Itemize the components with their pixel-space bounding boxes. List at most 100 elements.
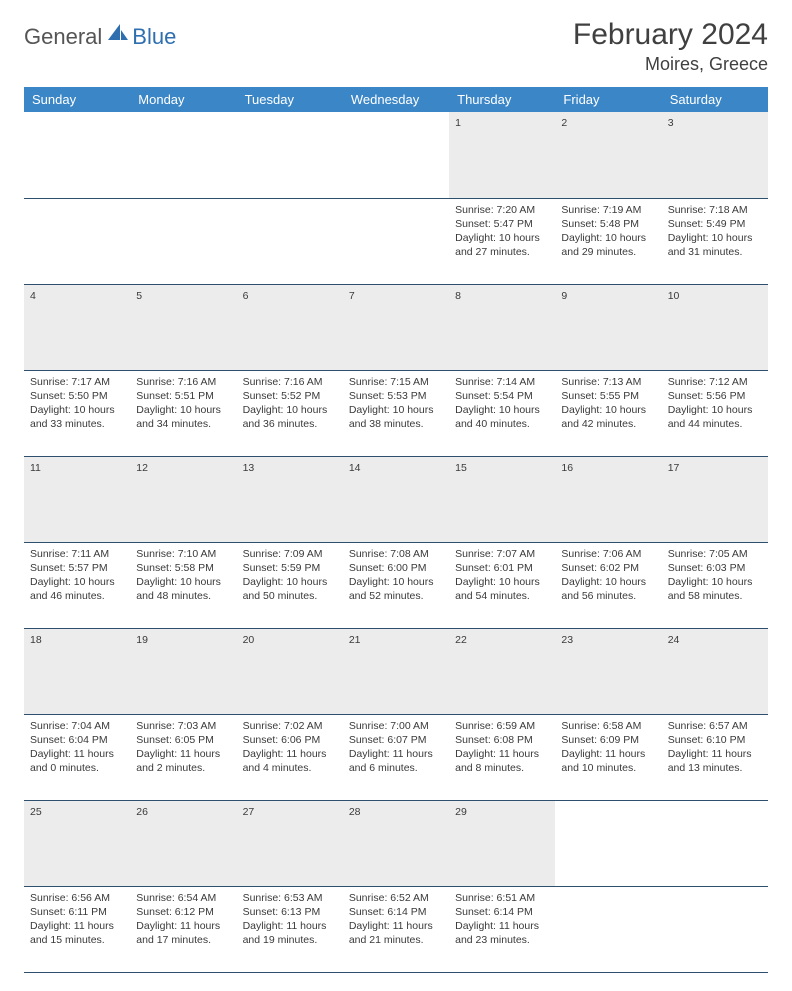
day-cell xyxy=(237,198,343,284)
day-number xyxy=(343,112,449,198)
day-cell: Sunrise: 6:51 AMSunset: 6:14 PMDaylight:… xyxy=(449,886,555,972)
day-number xyxy=(130,112,236,198)
sunset-line: Sunset: 6:10 PM xyxy=(668,733,762,747)
day-number: 20 xyxy=(237,628,343,714)
sunrise-line: Sunrise: 7:18 AM xyxy=(668,203,762,217)
daynum-row: 2526272829 xyxy=(24,800,768,886)
day-number xyxy=(555,800,661,886)
sunrise-line: Sunrise: 6:51 AM xyxy=(455,891,549,905)
sunset-line: Sunset: 5:58 PM xyxy=(136,561,230,575)
sunrise-line: Sunrise: 7:05 AM xyxy=(668,547,762,561)
day-number: 12 xyxy=(130,456,236,542)
sunset-line: Sunset: 5:56 PM xyxy=(668,389,762,403)
day-cell: Sunrise: 7:10 AMSunset: 5:58 PMDaylight:… xyxy=(130,542,236,628)
sunset-line: Sunset: 6:05 PM xyxy=(136,733,230,747)
day-number: 4 xyxy=(24,284,130,370)
day-cell: Sunrise: 7:15 AMSunset: 5:53 PMDaylight:… xyxy=(343,370,449,456)
sunrise-line: Sunrise: 7:16 AM xyxy=(243,375,337,389)
day-number: 28 xyxy=(343,800,449,886)
dayname-saturday: Saturday xyxy=(662,87,768,112)
sunrise-line: Sunrise: 6:58 AM xyxy=(561,719,655,733)
sunset-line: Sunset: 6:11 PM xyxy=(30,905,124,919)
day-number xyxy=(24,112,130,198)
sunset-line: Sunset: 6:14 PM xyxy=(349,905,443,919)
day-number: 10 xyxy=(662,284,768,370)
daylight-line: Daylight: 10 hours and 54 minutes. xyxy=(455,575,549,603)
sunrise-line: Sunrise: 7:17 AM xyxy=(30,375,124,389)
sunrise-line: Sunrise: 7:06 AM xyxy=(561,547,655,561)
day-number xyxy=(662,800,768,886)
sunrise-line: Sunrise: 7:09 AM xyxy=(243,547,337,561)
sunrise-line: Sunrise: 7:15 AM xyxy=(349,375,443,389)
day-content-row: Sunrise: 7:20 AMSunset: 5:47 PMDaylight:… xyxy=(24,198,768,284)
daynum-row: 123 xyxy=(24,112,768,198)
day-cell: Sunrise: 6:52 AMSunset: 6:14 PMDaylight:… xyxy=(343,886,449,972)
day-number: 25 xyxy=(24,800,130,886)
sunrise-line: Sunrise: 7:19 AM xyxy=(561,203,655,217)
sunset-line: Sunset: 5:52 PM xyxy=(243,389,337,403)
sunrise-line: Sunrise: 6:56 AM xyxy=(30,891,124,905)
logo-text-blue: Blue xyxy=(132,24,176,50)
day-cell: Sunrise: 7:04 AMSunset: 6:04 PMDaylight:… xyxy=(24,714,130,800)
sunset-line: Sunset: 6:00 PM xyxy=(349,561,443,575)
day-cell xyxy=(24,198,130,284)
day-cell xyxy=(130,198,236,284)
daylight-line: Daylight: 10 hours and 58 minutes. xyxy=(668,575,762,603)
day-number: 27 xyxy=(237,800,343,886)
sunset-line: Sunset: 5:48 PM xyxy=(561,217,655,231)
sunset-line: Sunset: 6:02 PM xyxy=(561,561,655,575)
day-number: 19 xyxy=(130,628,236,714)
sunrise-line: Sunrise: 6:57 AM xyxy=(668,719,762,733)
sunset-line: Sunset: 5:51 PM xyxy=(136,389,230,403)
sunrise-line: Sunrise: 6:54 AM xyxy=(136,891,230,905)
day-number: 17 xyxy=(662,456,768,542)
sunset-line: Sunset: 5:57 PM xyxy=(30,561,124,575)
daylight-line: Daylight: 10 hours and 56 minutes. xyxy=(561,575,655,603)
day-cell: Sunrise: 6:54 AMSunset: 6:12 PMDaylight:… xyxy=(130,886,236,972)
sunset-line: Sunset: 5:50 PM xyxy=(30,389,124,403)
day-number: 5 xyxy=(130,284,236,370)
daylight-line: Daylight: 10 hours and 33 minutes. xyxy=(30,403,124,431)
page-subtitle: Moires, Greece xyxy=(573,54,768,75)
sunrise-line: Sunrise: 7:20 AM xyxy=(455,203,549,217)
daylight-line: Daylight: 11 hours and 13 minutes. xyxy=(668,747,762,775)
sunset-line: Sunset: 6:08 PM xyxy=(455,733,549,747)
day-number: 8 xyxy=(449,284,555,370)
daylight-line: Daylight: 10 hours and 34 minutes. xyxy=(136,403,230,431)
daylight-line: Daylight: 10 hours and 38 minutes. xyxy=(349,403,443,431)
daylight-line: Daylight: 11 hours and 15 minutes. xyxy=(30,919,124,947)
sunset-line: Sunset: 5:47 PM xyxy=(455,217,549,231)
daylight-line: Daylight: 11 hours and 8 minutes. xyxy=(455,747,549,775)
daylight-line: Daylight: 11 hours and 4 minutes. xyxy=(243,747,337,775)
sunset-line: Sunset: 5:59 PM xyxy=(243,561,337,575)
daylight-line: Daylight: 11 hours and 2 minutes. xyxy=(136,747,230,775)
sunrise-line: Sunrise: 6:59 AM xyxy=(455,719,549,733)
sunrise-line: Sunrise: 7:11 AM xyxy=(30,547,124,561)
day-cell: Sunrise: 7:02 AMSunset: 6:06 PMDaylight:… xyxy=(237,714,343,800)
day-number: 18 xyxy=(24,628,130,714)
day-cell: Sunrise: 6:59 AMSunset: 6:08 PMDaylight:… xyxy=(449,714,555,800)
sunrise-line: Sunrise: 7:00 AM xyxy=(349,719,443,733)
day-cell: Sunrise: 6:53 AMSunset: 6:13 PMDaylight:… xyxy=(237,886,343,972)
day-content-row: Sunrise: 6:56 AMSunset: 6:11 PMDaylight:… xyxy=(24,886,768,972)
day-number: 13 xyxy=(237,456,343,542)
daylight-line: Daylight: 11 hours and 10 minutes. xyxy=(561,747,655,775)
day-cell: Sunrise: 7:11 AMSunset: 5:57 PMDaylight:… xyxy=(24,542,130,628)
day-cell: Sunrise: 7:17 AMSunset: 5:50 PMDaylight:… xyxy=(24,370,130,456)
dayname-friday: Friday xyxy=(555,87,661,112)
day-number: 11 xyxy=(24,456,130,542)
day-number: 2 xyxy=(555,112,661,198)
logo: General Blue xyxy=(24,24,176,50)
daylight-line: Daylight: 10 hours and 46 minutes. xyxy=(30,575,124,603)
day-cell: Sunrise: 7:09 AMSunset: 5:59 PMDaylight:… xyxy=(237,542,343,628)
daylight-line: Daylight: 10 hours and 52 minutes. xyxy=(349,575,443,603)
day-cell xyxy=(343,198,449,284)
sunrise-line: Sunrise: 6:52 AM xyxy=(349,891,443,905)
daylight-line: Daylight: 10 hours and 40 minutes. xyxy=(455,403,549,431)
day-cell: Sunrise: 6:58 AMSunset: 6:09 PMDaylight:… xyxy=(555,714,661,800)
daylight-line: Daylight: 11 hours and 17 minutes. xyxy=(136,919,230,947)
day-cell: Sunrise: 7:05 AMSunset: 6:03 PMDaylight:… xyxy=(662,542,768,628)
day-content-row: Sunrise: 7:11 AMSunset: 5:57 PMDaylight:… xyxy=(24,542,768,628)
day-cell: Sunrise: 7:14 AMSunset: 5:54 PMDaylight:… xyxy=(449,370,555,456)
day-number: 14 xyxy=(343,456,449,542)
